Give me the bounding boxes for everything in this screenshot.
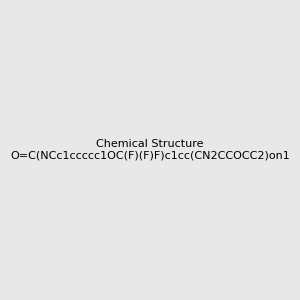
Text: Chemical Structure
O=C(NCc1ccccc1OC(F)(F)F)c1cc(CN2CCOCC2)on1: Chemical Structure O=C(NCc1ccccc1OC(F)(F… (10, 139, 290, 161)
